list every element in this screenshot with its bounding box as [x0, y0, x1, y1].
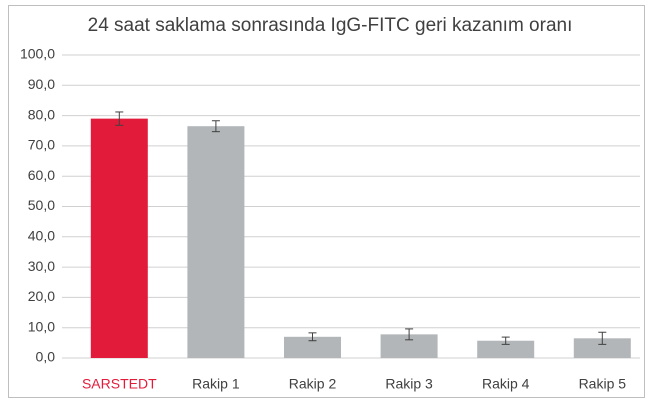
- bar: [187, 126, 245, 358]
- chart-title: 24 saat saklama sonrasında IgG-FITC geri…: [88, 15, 573, 36]
- x-tick-label: Rakip 4: [482, 376, 530, 392]
- x-tick-label: Rakip 5: [579, 376, 627, 392]
- y-tick-label: 100,0: [20, 46, 55, 62]
- y-tick-label: 70,0: [28, 137, 55, 153]
- error-bar: [211, 120, 220, 133]
- y-tick-label: 0,0: [36, 349, 56, 365]
- y-tick-label: 20,0: [28, 288, 55, 304]
- y-tick-label: 60,0: [28, 167, 55, 183]
- bar: [380, 334, 438, 358]
- y-tick-label: 90,0: [28, 76, 55, 92]
- bar: [477, 340, 535, 358]
- error-bar: [405, 328, 414, 341]
- y-tick-label: 10,0: [28, 318, 55, 334]
- bar: [573, 338, 631, 358]
- y-tick-label: 50,0: [28, 197, 55, 213]
- error-bar: [115, 111, 124, 126]
- error-bar: [308, 332, 317, 342]
- y-tick-label: 80,0: [28, 106, 55, 122]
- error-bar: [598, 331, 607, 345]
- x-tick-label: Rakip 2: [289, 376, 337, 392]
- x-tick-label: Rakip 1: [192, 376, 240, 392]
- x-tick-label: SARSTEDT: [82, 376, 157, 392]
- x-tick-label: Rakip 3: [385, 376, 433, 392]
- y-tick-label: 30,0: [28, 258, 55, 274]
- error-bar: [501, 336, 510, 345]
- bar: [90, 118, 148, 358]
- y-tick-label: 40,0: [28, 228, 55, 244]
- bar: [284, 336, 341, 358]
